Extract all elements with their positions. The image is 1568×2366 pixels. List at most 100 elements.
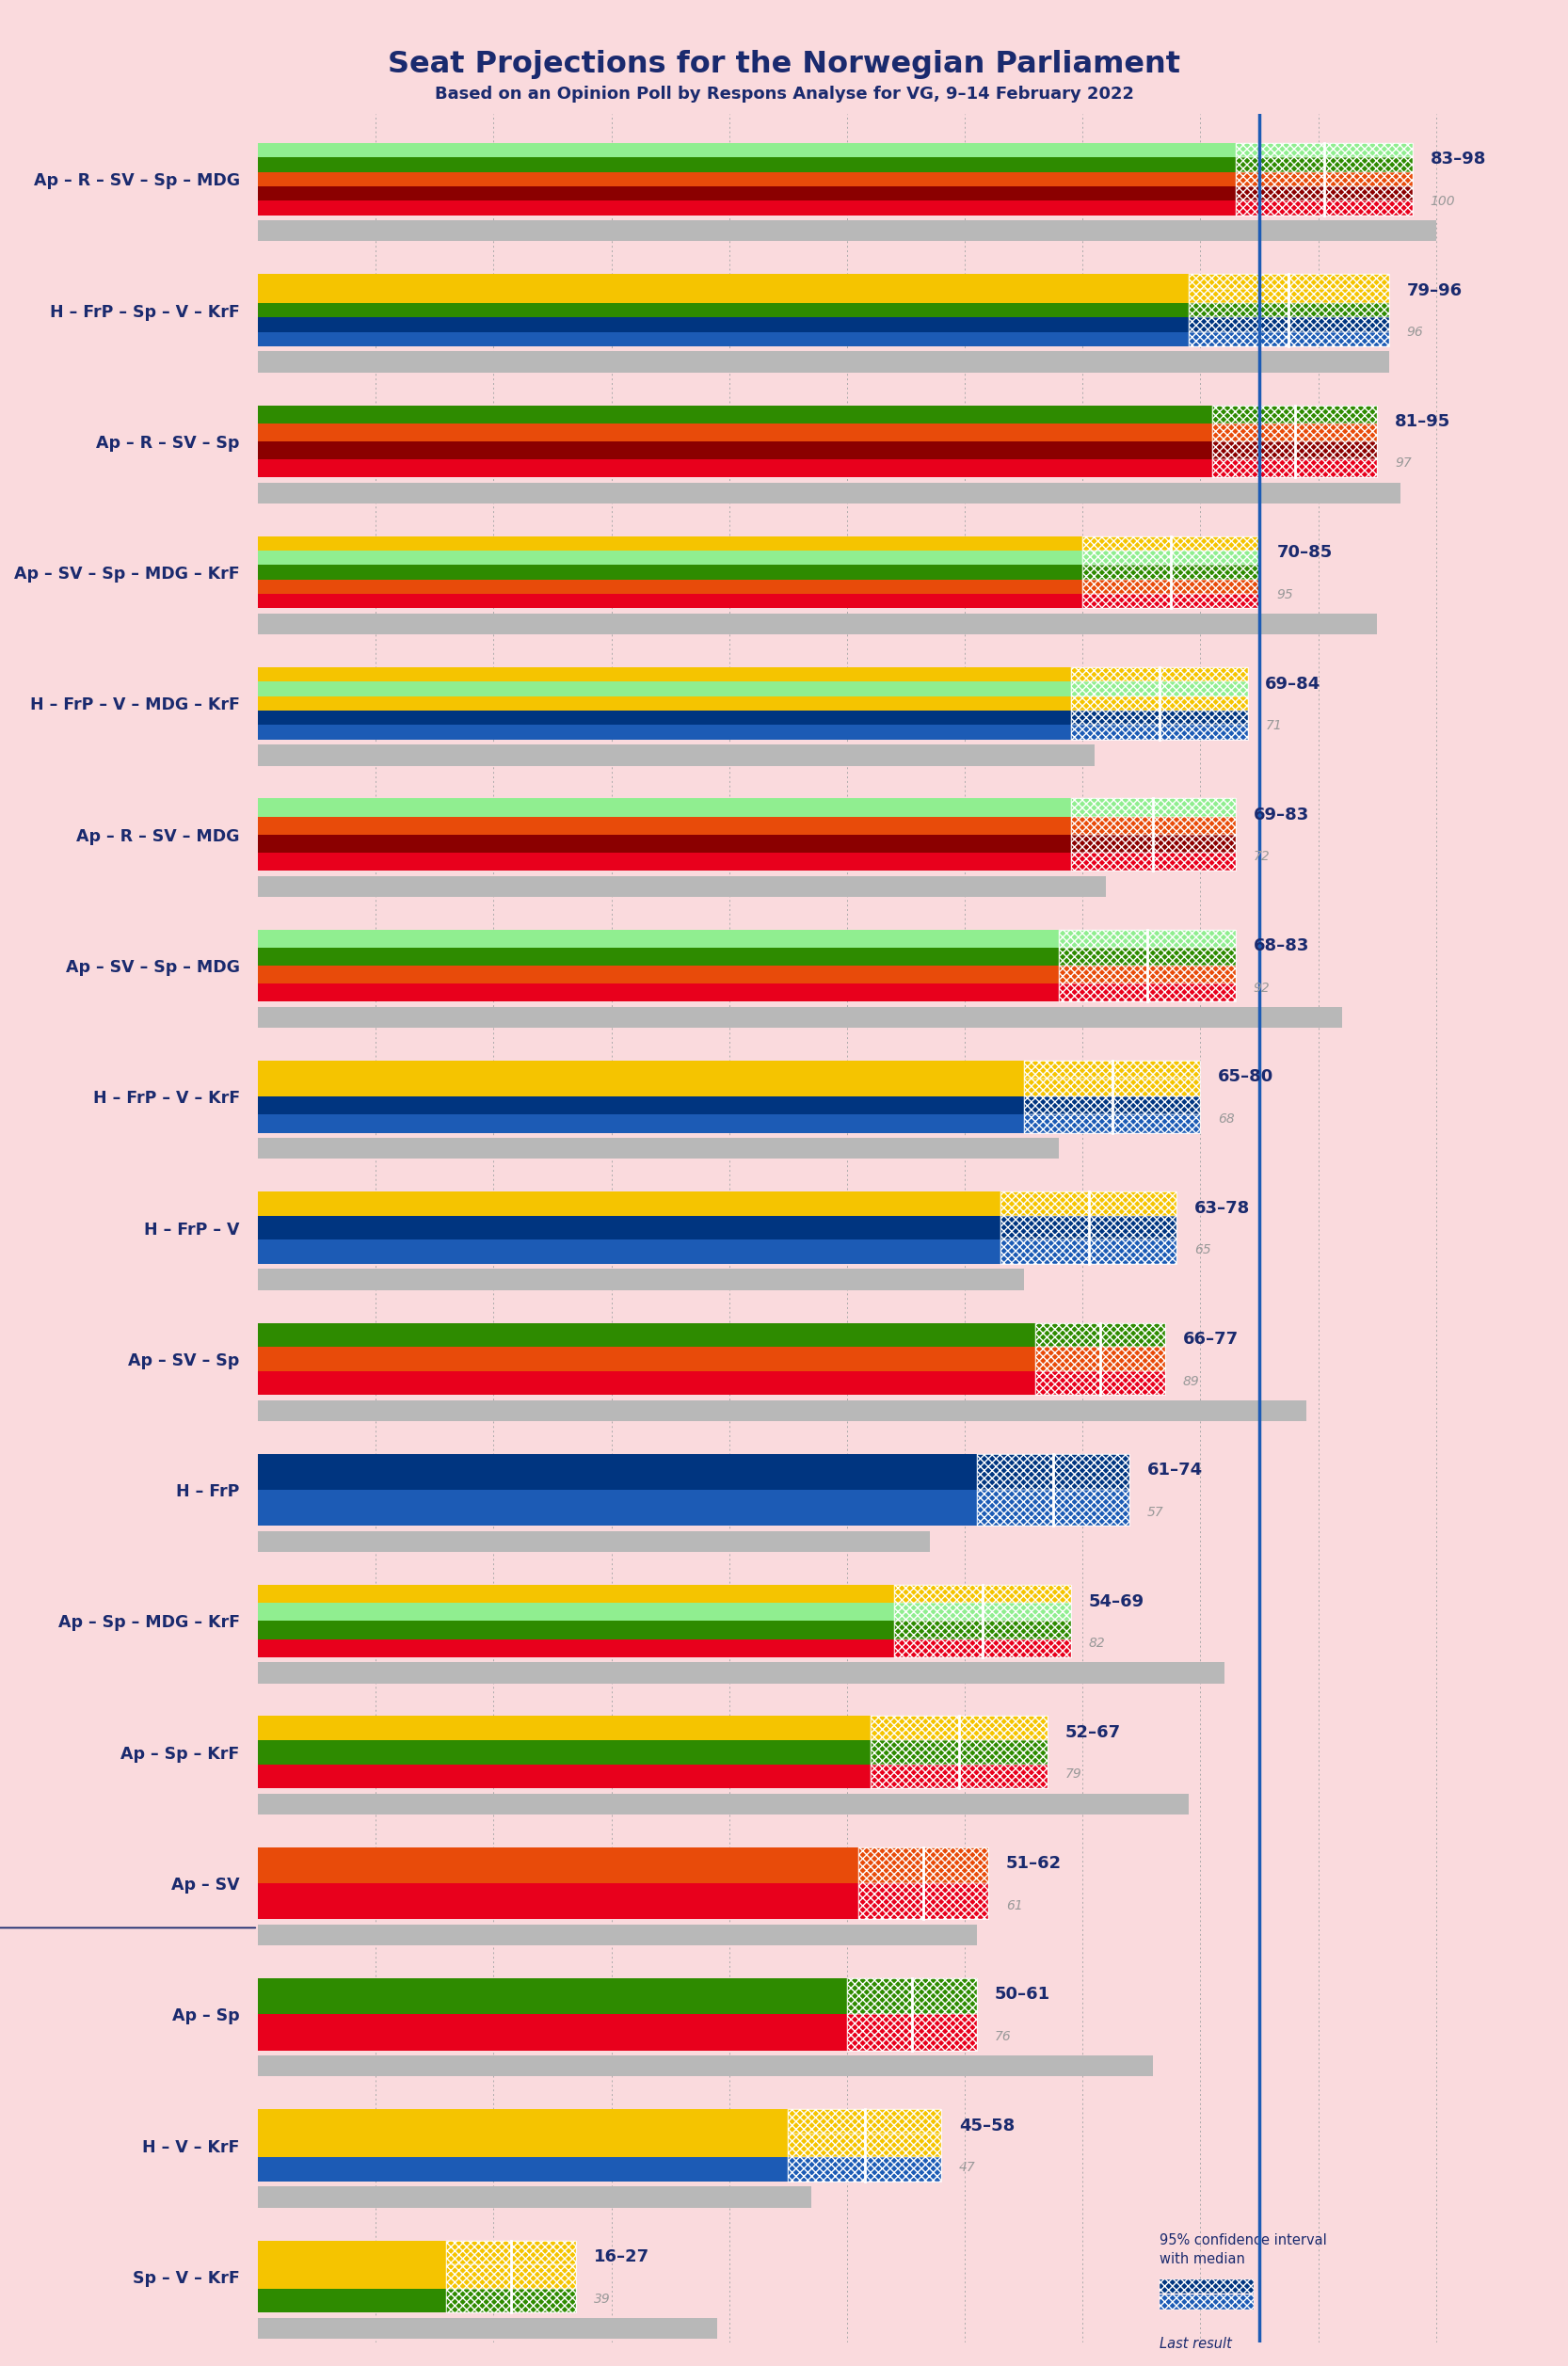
- Bar: [789, 2110, 941, 2134]
- Bar: [259, 1848, 859, 1883]
- Bar: [1058, 984, 1236, 1001]
- Bar: [259, 1346, 1035, 1370]
- Bar: [1189, 289, 1389, 303]
- Bar: [259, 2186, 812, 2207]
- Bar: [894, 1640, 1071, 1656]
- Text: 69–84: 69–84: [1265, 674, 1320, 693]
- Bar: [1189, 274, 1389, 345]
- Bar: [1071, 816, 1236, 835]
- Bar: [1071, 667, 1248, 741]
- Bar: [259, 289, 1189, 303]
- Bar: [1212, 459, 1377, 478]
- Bar: [859, 1848, 988, 1883]
- Bar: [789, 2110, 941, 2181]
- Bar: [1024, 1079, 1201, 1098]
- Text: 95: 95: [1276, 589, 1294, 601]
- Bar: [259, 1765, 870, 1789]
- Text: Seat Projections for the Norwegian Parliament: Seat Projections for the Norwegian Parli…: [387, 50, 1181, 78]
- Bar: [1212, 440, 1377, 459]
- Bar: [1058, 965, 1236, 984]
- Bar: [259, 1192, 1000, 1216]
- Bar: [259, 1739, 870, 1765]
- Bar: [789, 2158, 941, 2181]
- Bar: [1236, 142, 1413, 159]
- Bar: [259, 303, 1189, 317]
- Bar: [977, 1453, 1131, 1491]
- Text: 47: 47: [960, 2160, 975, 2174]
- Bar: [259, 220, 1436, 241]
- Text: 66–77: 66–77: [1182, 1330, 1239, 1349]
- Text: 76: 76: [994, 2030, 1011, 2044]
- Bar: [1212, 405, 1377, 424]
- Bar: [1071, 681, 1248, 696]
- Bar: [1236, 142, 1413, 159]
- Bar: [259, 173, 1236, 187]
- Bar: [870, 1739, 1047, 1765]
- Text: 71: 71: [1265, 719, 1283, 731]
- Bar: [870, 1765, 1047, 1789]
- Bar: [259, 594, 1082, 608]
- Bar: [259, 724, 1071, 741]
- Bar: [259, 551, 1082, 565]
- Bar: [1212, 424, 1377, 440]
- Text: 50–61: 50–61: [994, 1985, 1051, 2004]
- Bar: [1082, 580, 1259, 594]
- Bar: [1212, 424, 1377, 440]
- Bar: [1159, 2278, 1253, 2293]
- Bar: [1082, 565, 1259, 580]
- Bar: [259, 2241, 447, 2264]
- Bar: [1024, 1060, 1201, 1133]
- Bar: [1035, 1346, 1165, 1370]
- Text: 51–62: 51–62: [1007, 1855, 1062, 1872]
- Bar: [259, 984, 1058, 1001]
- Bar: [259, 353, 1389, 371]
- Bar: [1058, 965, 1236, 984]
- Bar: [259, 317, 1189, 331]
- Bar: [1058, 930, 1236, 1001]
- Bar: [1000, 1216, 1178, 1240]
- Text: 83–98: 83–98: [1430, 151, 1486, 168]
- Bar: [1071, 681, 1248, 696]
- Bar: [870, 1715, 1047, 1789]
- Bar: [1159, 2278, 1253, 2293]
- Bar: [259, 1531, 930, 1552]
- Bar: [1071, 710, 1248, 724]
- Text: 82: 82: [1088, 1637, 1105, 1649]
- Bar: [1189, 317, 1389, 331]
- Text: 61: 61: [1007, 1900, 1022, 1912]
- Bar: [1159, 2295, 1253, 2309]
- Bar: [1071, 797, 1236, 816]
- Bar: [1082, 565, 1259, 580]
- Bar: [1236, 173, 1413, 187]
- Bar: [447, 2288, 575, 2312]
- Bar: [259, 1663, 1225, 1682]
- Bar: [259, 710, 1071, 724]
- Bar: [870, 1715, 1047, 1739]
- Bar: [447, 2288, 575, 2312]
- Bar: [1071, 835, 1236, 852]
- Bar: [1071, 667, 1248, 681]
- Bar: [259, 2056, 1154, 2077]
- Bar: [870, 1715, 1047, 1739]
- Bar: [259, 1604, 894, 1621]
- Bar: [447, 2264, 575, 2288]
- Bar: [259, 1453, 977, 1491]
- Bar: [259, 930, 1058, 946]
- Text: 69–83: 69–83: [1253, 807, 1309, 823]
- Bar: [259, 1323, 1035, 1346]
- Bar: [259, 1585, 894, 1604]
- Bar: [259, 142, 1236, 159]
- Bar: [259, 2110, 789, 2134]
- Bar: [789, 2134, 941, 2158]
- Bar: [847, 2013, 977, 2051]
- Bar: [1000, 1240, 1178, 1263]
- Bar: [894, 1621, 1071, 1640]
- Bar: [1035, 1346, 1165, 1370]
- Bar: [1071, 852, 1236, 871]
- Bar: [259, 1216, 1000, 1240]
- Bar: [259, 1240, 1000, 1263]
- Bar: [1236, 159, 1413, 173]
- Bar: [259, 483, 1400, 504]
- Bar: [259, 835, 1071, 852]
- Bar: [259, 852, 1071, 871]
